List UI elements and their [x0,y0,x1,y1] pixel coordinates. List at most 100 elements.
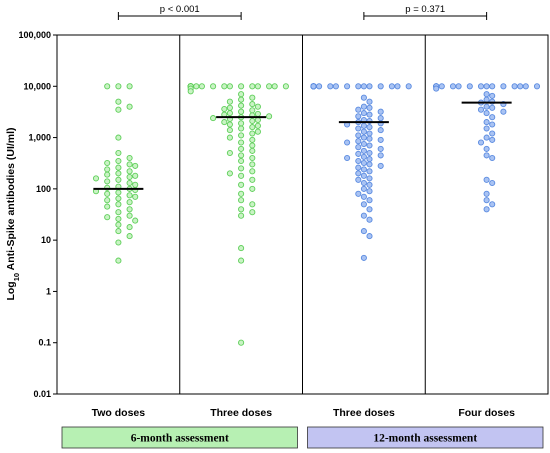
data-point [366,98,373,105]
data-point [366,83,373,90]
data-point [483,125,490,132]
data-point [360,83,367,90]
data-point [489,114,496,121]
group-box [61,426,298,449]
data-point [104,171,111,178]
data-point [115,239,122,246]
data-point [126,168,133,175]
data-point [238,120,245,127]
data-point [249,154,256,162]
data-point [238,181,245,188]
data-point [355,113,362,120]
data-point [193,83,200,90]
data-point [126,161,133,168]
data-point [249,176,256,183]
data-point [254,116,261,124]
data-point [360,122,367,129]
data-point [483,152,490,159]
data-point [366,142,373,149]
data-point [433,85,440,92]
data-point [377,145,384,152]
data-point [405,83,412,90]
data-point [366,130,373,137]
data-point [266,83,273,90]
data-point [360,172,367,179]
data-point [115,98,122,105]
data-point [187,88,194,95]
data-point [238,102,245,109]
data-point [126,154,133,162]
data-point [483,145,490,152]
data-point [489,92,496,99]
data-point [126,206,133,213]
data-point [115,201,122,208]
data-point [366,206,373,213]
data-point [226,121,233,128]
y-tick-label: 0.1 [38,338,51,348]
data-point [104,190,111,197]
data-point [115,215,122,222]
data-point [310,83,317,90]
data-point [226,110,233,117]
data-point [366,161,373,168]
group-box [307,426,544,449]
data-point [388,83,395,90]
data-point [360,159,367,167]
category-label: Four doses [458,407,515,419]
data-point [355,176,362,183]
data-point [483,103,490,110]
data-point [366,111,373,118]
data-point [483,110,490,117]
data-point [489,83,496,90]
data-point [254,122,261,129]
data-point [104,203,111,210]
data-point [238,152,245,159]
data-point [377,152,384,159]
data-point [366,216,373,223]
category-label: Two doses [92,407,146,419]
data-point [249,136,256,143]
data-point [377,83,384,90]
data-point [483,119,490,126]
data-point [360,147,367,154]
category-label: Three doses [210,407,272,419]
data-point [366,168,373,175]
data-point [126,224,133,231]
data-point [466,83,473,90]
data-point [249,130,256,137]
data-point [249,142,256,149]
data-point [366,175,373,182]
data-point [226,127,233,134]
data-point [249,147,256,154]
group-boxes: 6-month assessment 12-month assessment [61,426,544,449]
data-point [455,83,462,90]
data-point [226,83,233,90]
data-point [366,149,373,157]
data-point [115,149,122,157]
data-point [500,83,507,90]
data-point [355,157,362,165]
data-point [366,104,373,111]
data-point [249,117,256,125]
data-point [366,124,373,131]
data-point [238,339,245,346]
data-point [360,140,367,148]
data-point [511,83,518,90]
data-point [533,83,541,90]
data-point [355,150,362,157]
data-point [92,175,100,182]
data-point [266,113,273,120]
data-point [489,136,496,143]
comparison-brackets: p < 0.001 p = 0.371 [117,4,488,20]
data-point [489,154,496,162]
data-point [132,181,139,188]
data-point [226,98,233,105]
data-point [254,83,261,90]
data-point [115,157,122,165]
data-point [132,217,139,224]
data-point [115,83,122,90]
data-point [238,83,245,90]
category-labels: Two doses Three doses Three doses Four dose… [92,407,515,419]
data-point [221,119,228,126]
data-point [360,254,367,261]
